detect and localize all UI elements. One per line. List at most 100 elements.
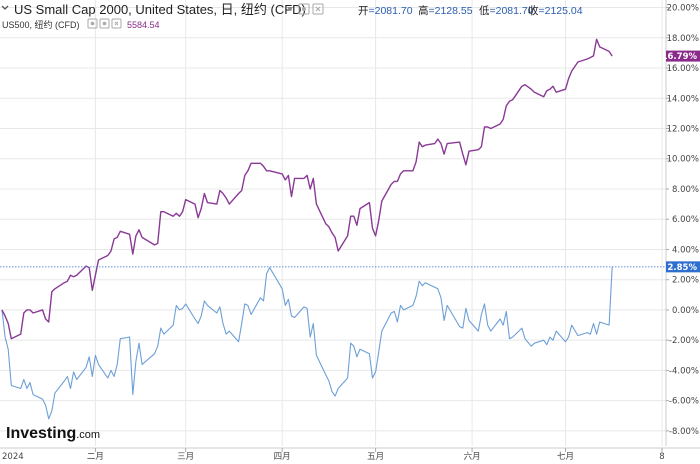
settings-icon[interactable] — [298, 3, 310, 15]
main-data-point — [46, 416, 51, 421]
compare-data-point — [140, 235, 145, 240]
main-data-point — [280, 286, 285, 291]
compare-data-point — [376, 218, 381, 223]
compare-settings-icon[interactable] — [87, 18, 98, 29]
main-data-point — [155, 344, 160, 349]
main-data-point — [68, 386, 73, 391]
compare-data-point — [6, 321, 11, 326]
compare-data-point — [261, 164, 266, 169]
last-value-tags: 2.85% 16.79% — [662, 50, 700, 273]
compare-data-point — [445, 141, 450, 146]
compare-data-point — [196, 215, 201, 220]
main-data-point — [504, 309, 509, 314]
compare-data-point — [283, 177, 288, 182]
main-data-point — [217, 304, 222, 309]
main-data-point — [376, 350, 381, 355]
main-data-point — [249, 312, 254, 317]
y-tick-label: 8.00% — [672, 185, 699, 195]
y-tick-label: -4.00% — [669, 366, 699, 376]
main-data-point — [354, 354, 359, 359]
main-data-point — [183, 301, 188, 306]
main-data-point — [314, 353, 319, 358]
grid — [0, 0, 666, 446]
main-data-point — [127, 335, 132, 340]
main-data-point — [414, 294, 419, 299]
compare-data-point — [504, 103, 509, 108]
chart-header: US Small Cap 2000, United States, 日, 纽约 … — [1, 2, 583, 30]
main-data-point — [392, 309, 397, 314]
y-axis: 20.00% 18.00% 16.00% 14.00% 12.00% 10.00% 8.00… — [665, 0, 699, 446]
main-data-point — [118, 336, 123, 341]
compare-close-icon[interactable] — [111, 18, 122, 29]
main-data-point — [137, 341, 142, 346]
compare-data-point — [457, 140, 462, 145]
main-data-point — [591, 321, 596, 326]
compare-data-point — [18, 332, 23, 337]
y-tick-label: 0.00% — [672, 306, 699, 316]
main-data-point — [607, 323, 612, 328]
compare-data-point — [183, 197, 188, 202]
main-data-point — [501, 323, 506, 328]
main-data-point — [40, 397, 45, 402]
compare-data-point — [224, 196, 229, 201]
main-data-point — [358, 347, 363, 352]
title-dropdown-icon[interactable] — [287, 7, 293, 11]
main-data-point — [65, 374, 70, 379]
main-data-point — [109, 368, 114, 373]
main-data-point — [239, 321, 244, 326]
main-data-point — [52, 391, 57, 396]
compare-data-point — [93, 273, 98, 278]
main-data-point — [140, 362, 145, 367]
main-data-point — [115, 362, 120, 367]
main-data-point — [351, 344, 356, 349]
compare-data-point — [52, 286, 57, 291]
collapse-chevron-icon[interactable] — [1, 5, 9, 10]
main-data-point — [28, 380, 33, 385]
compare-data-point — [479, 144, 484, 149]
compare-data-point — [488, 126, 493, 131]
compare-visibility-icon[interactable] — [99, 18, 110, 29]
logo-text: Investing.com — [6, 425, 100, 442]
main-data-point — [510, 335, 515, 340]
main-data-point — [479, 312, 484, 317]
compare-last-value-tag — [666, 50, 700, 62]
ohlc-low: 低=2081.70 — [479, 4, 534, 17]
compare-data-point — [367, 200, 372, 205]
compare-data-point — [130, 252, 135, 257]
x-tick-label: 五月 — [367, 452, 384, 462]
y-tick-label: 12.00% — [667, 125, 699, 135]
ohlc-close: 收=2125.04 — [528, 4, 583, 17]
compare-data-point — [3, 314, 8, 319]
main-data-point — [267, 265, 272, 270]
compare-data-point — [510, 97, 515, 102]
main-data-point — [566, 335, 571, 340]
compare-data-point — [180, 209, 185, 214]
main-data-point — [541, 338, 546, 343]
ohlc-readout: 开=2081.70 高=2128.55 低=2081.70 收=2125.04 — [358, 4, 583, 17]
compare-data-point — [9, 336, 14, 341]
main-data-point — [463, 306, 468, 311]
compare-data-point — [292, 176, 297, 181]
series-line-compare — [1, 38, 613, 340]
x-tick-label: 六月 — [464, 451, 481, 462]
main-data-point — [498, 317, 503, 322]
compare-data-point — [267, 168, 272, 173]
compare-data-point — [351, 214, 356, 219]
main-data-point — [435, 286, 440, 291]
compare-data-point — [161, 209, 166, 214]
close-icon[interactable] — [312, 3, 324, 15]
investing-logo: Investing.com — [6, 425, 100, 442]
compare-data-point — [501, 117, 506, 122]
main-data-point — [62, 379, 67, 384]
main-data-point — [519, 326, 524, 331]
main-data-point — [196, 321, 201, 326]
last-value-label: 16.79% — [662, 52, 698, 62]
main-data-point — [174, 303, 179, 308]
main-data-point — [133, 359, 138, 364]
main-data-point — [6, 347, 11, 352]
compare-data-point — [401, 168, 406, 173]
main-data-point — [423, 280, 428, 285]
main-data-point — [152, 351, 157, 356]
main-data-point — [84, 365, 89, 370]
main-data-point — [554, 329, 559, 334]
